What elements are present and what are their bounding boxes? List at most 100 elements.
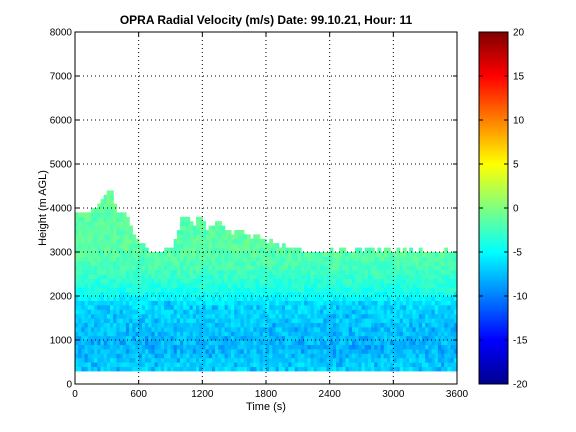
heatmap-cell (386, 344, 391, 350)
heatmap-cell (396, 340, 401, 345)
heatmap-cell (199, 353, 203, 359)
heatmap-cell (157, 260, 162, 266)
heatmap-cell (195, 216, 200, 222)
heatmap-cell (453, 353, 458, 359)
heatmap-cell (208, 318, 213, 323)
heatmap-cell (167, 256, 172, 262)
heatmap-cell (336, 326, 340, 332)
heatmap-cell (348, 335, 353, 341)
heatmap-cell (313, 304, 318, 310)
heatmap-cell (246, 335, 251, 341)
heatmap-cell (97, 260, 102, 266)
heatmap-cell (297, 335, 302, 341)
heatmap-cell (94, 238, 98, 244)
heatmap-cell (434, 326, 439, 332)
heatmap-cell (358, 256, 363, 262)
heatmap-cell (141, 313, 146, 319)
heatmap-cell (215, 340, 219, 345)
heatmap-cell (243, 287, 248, 293)
heatmap-cell (164, 282, 168, 288)
heatmap-cell (355, 282, 359, 288)
heatmap-cell (253, 269, 258, 275)
heatmap-cell (234, 348, 238, 354)
heatmap-cell (116, 353, 121, 359)
heatmap-cell (78, 247, 82, 253)
heatmap-cell (358, 318, 363, 323)
heatmap-cell (170, 344, 175, 350)
heatmap-cell (409, 304, 414, 310)
heatmap-cell (211, 287, 216, 293)
heatmap-cell (434, 260, 439, 266)
heatmap-cell (154, 331, 159, 337)
heatmap-cell (195, 291, 200, 297)
heatmap-cell (294, 278, 299, 284)
heatmap-cell (250, 296, 254, 301)
heatmap-cell (78, 234, 82, 240)
heatmap-cell (148, 252, 152, 257)
heatmap-cell (371, 274, 375, 279)
heatmap-cell (170, 278, 175, 284)
heatmap-cell (281, 287, 286, 293)
heatmap-cell (377, 296, 382, 301)
y-tick-label: 5000 (50, 160, 73, 171)
y-axis-title: Height (m AGL) (37, 170, 49, 246)
heatmap-cell (326, 313, 331, 319)
heatmap-cell (243, 331, 248, 337)
heatmap-cell (192, 278, 197, 284)
heatmap-cell (437, 322, 442, 328)
heatmap-cell (119, 313, 124, 319)
heatmap-cell (266, 287, 270, 293)
heatmap-cell (434, 362, 439, 367)
heatmap-cell (441, 282, 445, 288)
heatmap-cell (145, 296, 149, 301)
heatmap-cell (160, 340, 165, 345)
heatmap-cell (425, 331, 429, 337)
heatmap-cell (125, 348, 130, 354)
heatmap-cell (97, 291, 102, 297)
heatmap-cell (246, 322, 251, 328)
heatmap-cell (100, 322, 105, 328)
heatmap-cell (218, 265, 223, 271)
heatmap-cell (345, 313, 350, 319)
heatmap-cell (78, 274, 82, 279)
heatmap-cell (409, 265, 414, 271)
heatmap-cell (256, 252, 261, 257)
heatmap-cell (211, 344, 216, 350)
heatmap-cell (151, 274, 156, 279)
heatmap-cell (97, 335, 102, 341)
heatmap-cell (316, 278, 321, 284)
heatmap-cell (358, 265, 363, 271)
heatmap-cell (250, 269, 254, 275)
heatmap-cell (418, 304, 423, 310)
heatmap-cell (119, 238, 124, 244)
heatmap-cell (151, 357, 156, 363)
heatmap-cell (180, 216, 184, 222)
heatmap-cell (230, 344, 235, 350)
heatmap-cell (332, 256, 337, 262)
heatmap-cell (132, 362, 137, 367)
heatmap-cell (78, 357, 82, 363)
heatmap-cell (396, 326, 401, 332)
heatmap-cell (301, 326, 305, 332)
heatmap-cell (78, 366, 82, 372)
heatmap-cell (106, 335, 111, 341)
heatmap-cell (307, 300, 312, 306)
heatmap-cell (351, 300, 356, 306)
heatmap-cell (383, 296, 388, 301)
heatmap-cell (129, 256, 133, 262)
heatmap-cell (176, 300, 181, 306)
heatmap-cell (211, 326, 216, 332)
heatmap-cell (141, 282, 146, 288)
heatmap-cell (348, 362, 353, 367)
heatmap-cell (380, 274, 385, 279)
heatmap-cell (272, 274, 277, 279)
heatmap-cell (342, 247, 347, 253)
heatmap-cell (262, 313, 267, 319)
heatmap-cell (154, 260, 159, 266)
heatmap-cell (230, 348, 235, 354)
heatmap-cell (221, 225, 226, 231)
heatmap-cell (412, 353, 417, 359)
heatmap-cell (450, 357, 455, 363)
heatmap-cell (237, 265, 242, 271)
heatmap-cell (358, 353, 363, 359)
